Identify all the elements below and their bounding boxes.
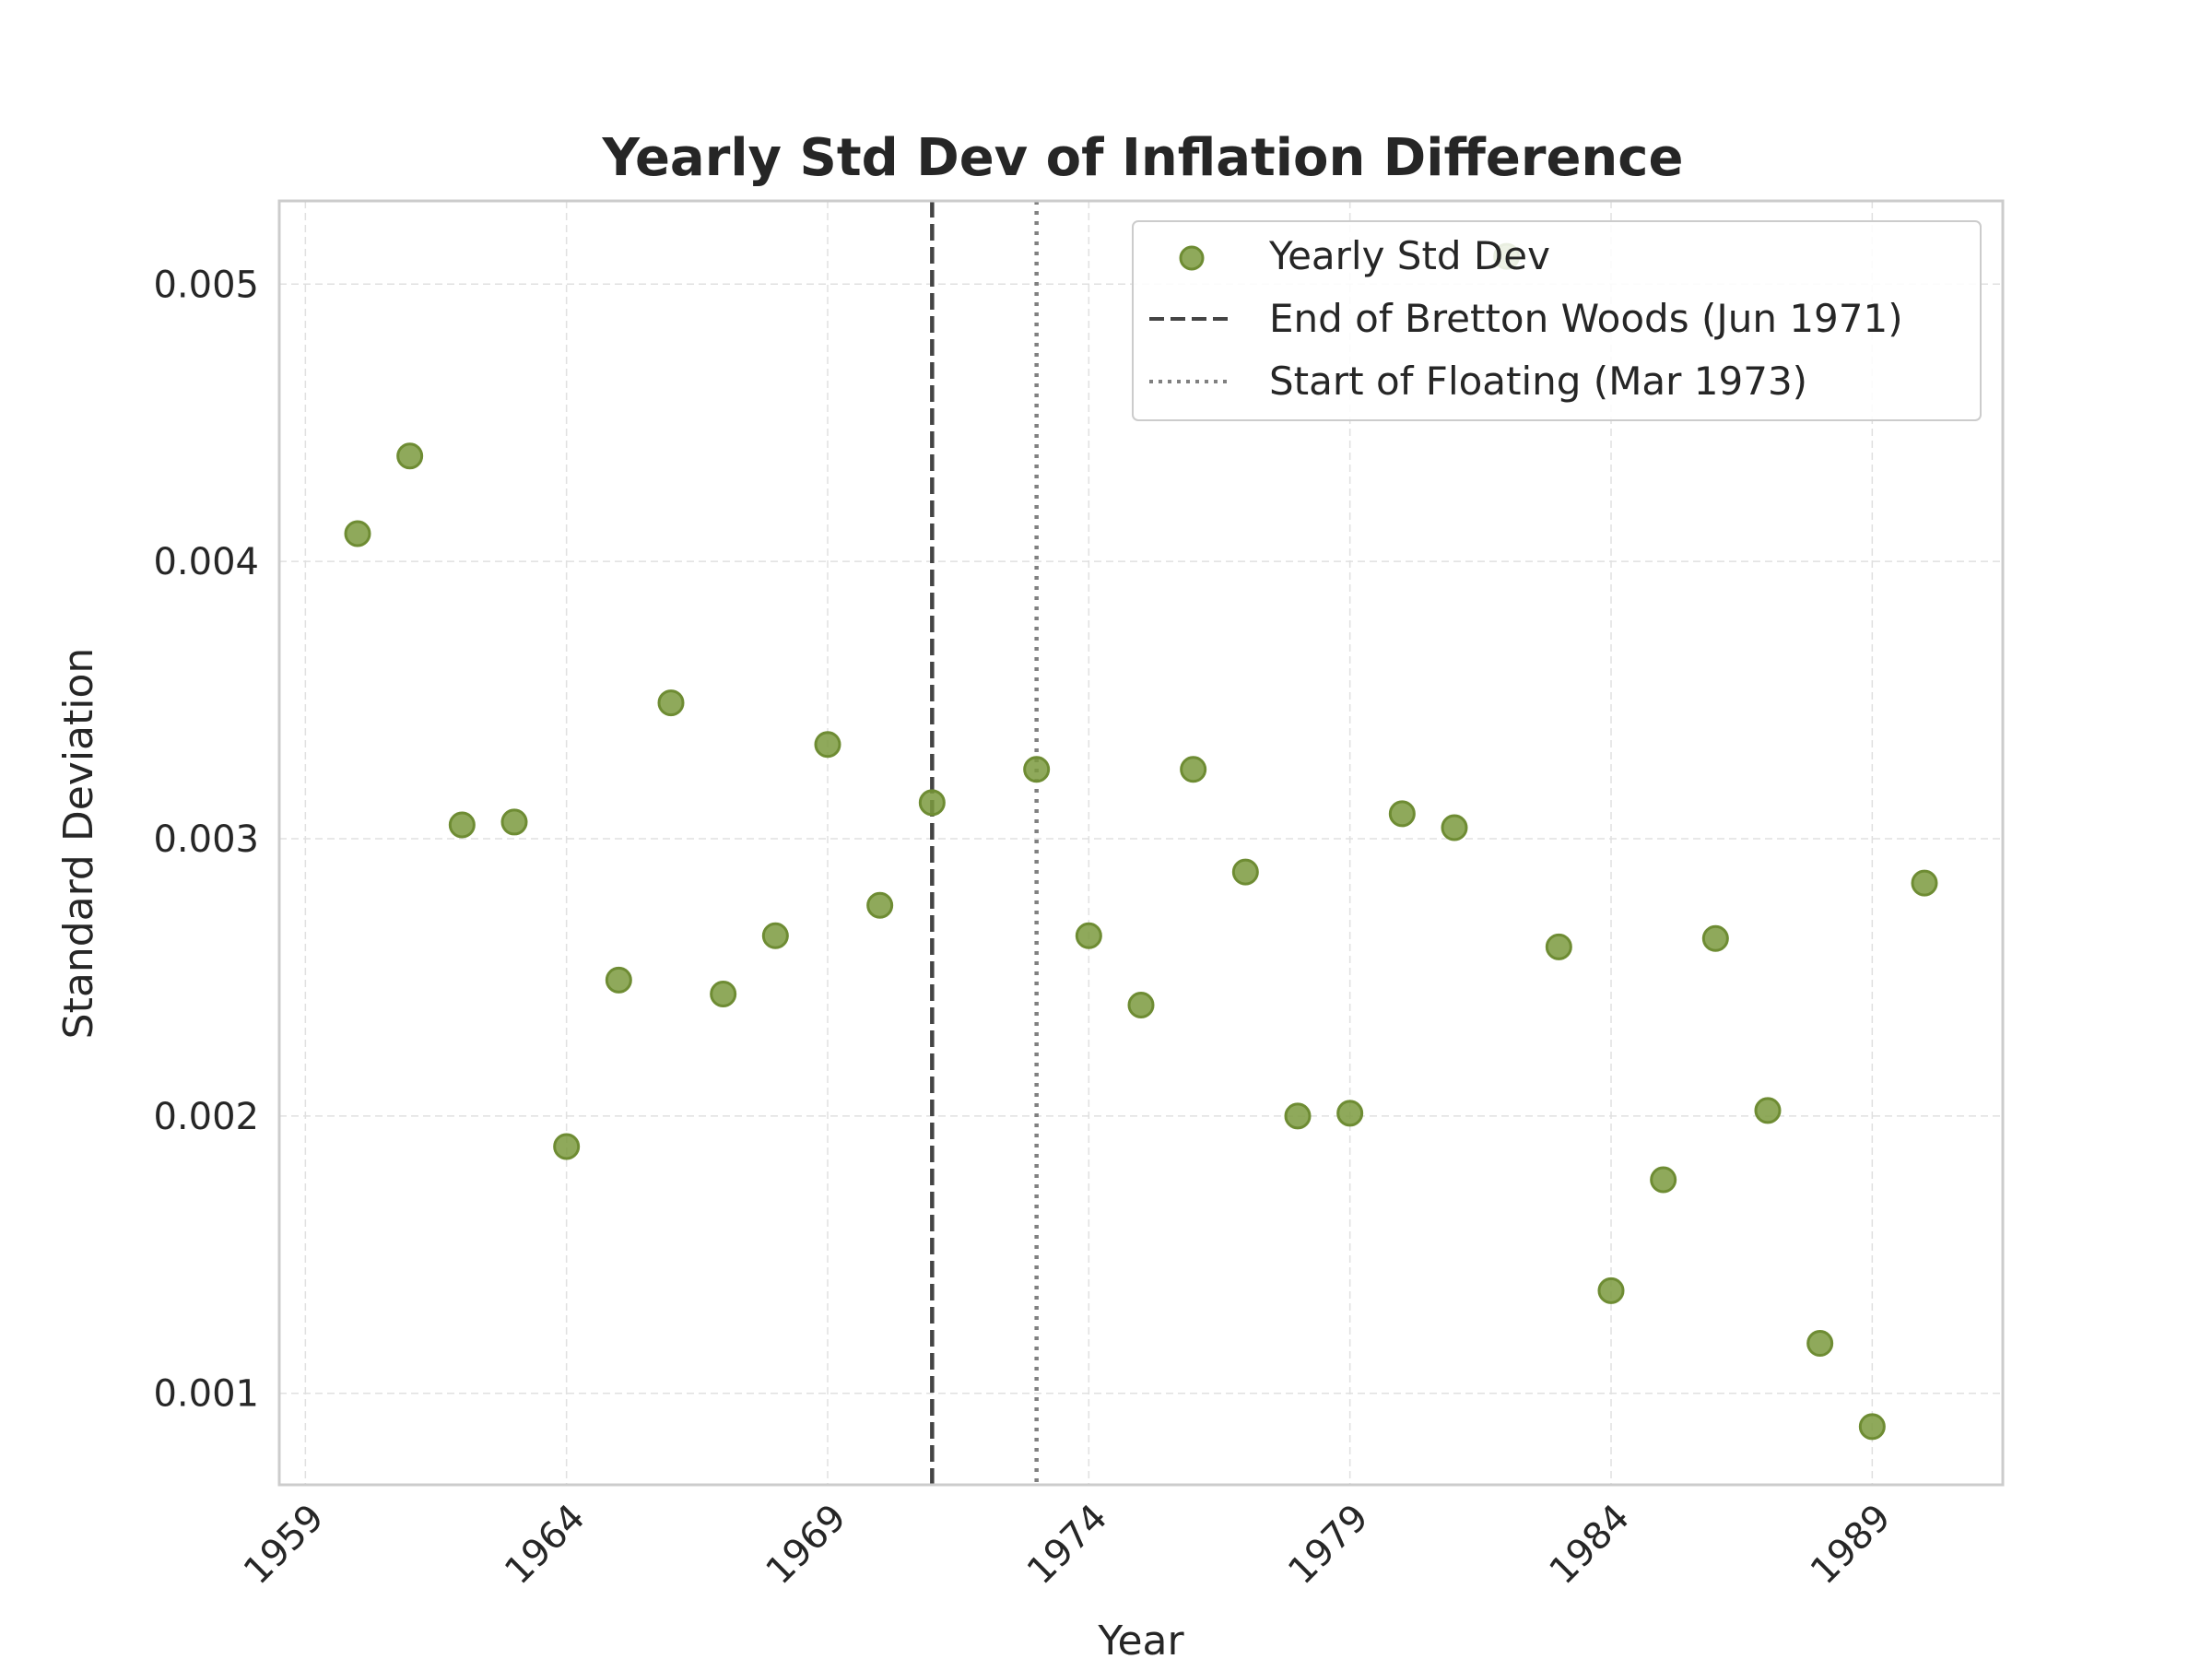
legend-frame — [1132, 220, 1982, 421]
data-point — [1858, 1413, 1886, 1441]
legend-label-bretton-woods: End of Bretton Woods (Jun 1971) — [1269, 296, 1903, 341]
data-point — [605, 966, 632, 994]
data-point — [1911, 869, 1938, 897]
data-point — [1180, 756, 1207, 783]
data-point — [500, 808, 528, 836]
x-axis-label: Year — [1097, 1618, 1184, 1659]
legend-marker-yearly-std-dev — [1179, 245, 1205, 271]
data-point — [918, 789, 946, 817]
data-point — [1231, 858, 1259, 886]
data-point — [448, 811, 476, 839]
data-point — [1754, 1097, 1782, 1124]
data-point — [657, 689, 685, 717]
data-point — [1336, 1100, 1364, 1127]
data-point — [1597, 1277, 1625, 1304]
y-tick-label: 0.002 — [153, 1096, 259, 1138]
y-tick-label: 0.001 — [153, 1373, 259, 1416]
data-point — [344, 520, 371, 547]
legend-label-yearly-std-dev: Yearly Std Dev — [1268, 233, 1550, 278]
data-point — [761, 922, 789, 949]
data-point — [1388, 800, 1416, 828]
data-point — [1284, 1102, 1312, 1130]
y-tick-label: 0.003 — [153, 818, 259, 861]
data-point — [1806, 1330, 1834, 1358]
y-tick-label: 0.004 — [153, 541, 259, 583]
data-point — [1441, 814, 1468, 841]
data-point — [710, 980, 737, 1007]
legend-label-floating: Start of Floating (Mar 1973) — [1269, 359, 1807, 404]
data-point — [1127, 992, 1155, 1019]
data-point — [553, 1133, 581, 1160]
plot-frame — [277, 199, 2005, 1487]
chart-title: Yearly Std Dev of Inflation Difference — [602, 128, 1684, 188]
y-axis-label: Standard Deviation — [55, 648, 102, 1040]
data-point — [866, 891, 894, 919]
data-point — [814, 731, 841, 759]
data-point — [1023, 756, 1051, 783]
data-point — [1650, 1166, 1677, 1194]
legend: Yearly Std Dev End of Bretton Woods (Jun… — [1132, 220, 1982, 421]
y-tick-label: 0.005 — [153, 264, 259, 306]
data-point — [1075, 922, 1102, 949]
data-point — [1545, 933, 1572, 960]
data-point — [396, 442, 424, 470]
data-point — [1701, 924, 1729, 952]
